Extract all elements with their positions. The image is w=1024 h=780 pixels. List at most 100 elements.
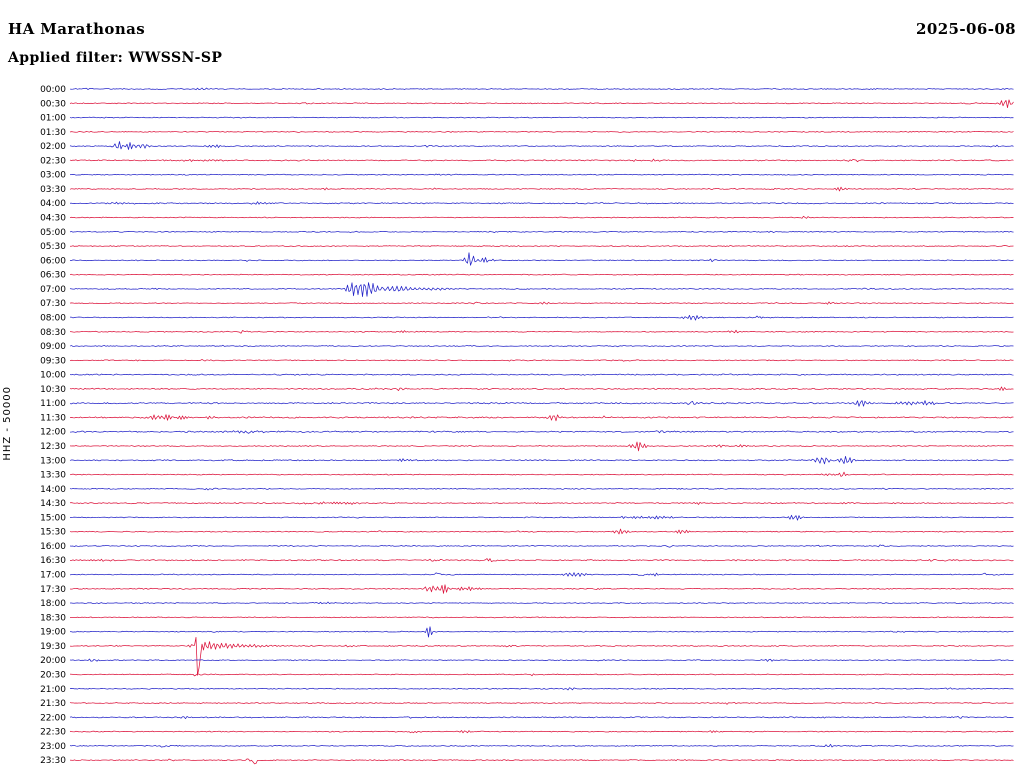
- time-label: 14:30: [40, 499, 66, 509]
- seismogram-trace: [69, 658, 1014, 662]
- time-label: 19:30: [40, 642, 66, 652]
- seismogram-trace: [69, 673, 1014, 677]
- seismogram-trace: [69, 186, 1014, 192]
- time-label: 06:30: [40, 271, 66, 281]
- filter-label: Applied filter: WWSSN-SP: [8, 50, 223, 66]
- time-label: 18:00: [40, 599, 66, 609]
- time-label: 08:30: [40, 328, 66, 338]
- time-label: 02:30: [40, 156, 66, 166]
- seismogram-trace: [69, 116, 1014, 119]
- time-label: 05:30: [40, 242, 66, 252]
- time-label: 15:00: [40, 513, 66, 523]
- time-label: 11:30: [40, 413, 66, 423]
- seismogram-trace: [69, 514, 1014, 521]
- seismogram-trace: [69, 471, 1014, 477]
- time-label: 03:00: [40, 171, 66, 181]
- seismogram-trace: [69, 743, 1014, 748]
- seismogram-trace: [69, 245, 1014, 247]
- time-label: 06:00: [40, 256, 66, 266]
- time-label: 02:00: [40, 142, 66, 152]
- time-label: 03:30: [40, 185, 66, 195]
- seismogram-trace: [69, 141, 1014, 150]
- seismogram-trace: [69, 528, 1014, 535]
- time-label: 11:00: [40, 399, 66, 409]
- seismogram-trace: [69, 215, 1014, 219]
- time-label: 21:00: [40, 685, 66, 695]
- time-label: 10:00: [40, 371, 66, 381]
- seismogram-trace: [69, 584, 1014, 594]
- seismogram-trace: [69, 230, 1014, 234]
- time-label: 17:00: [40, 571, 66, 581]
- seismogram-trace: [69, 501, 1014, 505]
- seismogram-trace: [69, 572, 1014, 577]
- time-label: 16:00: [40, 542, 66, 552]
- time-label: 01:00: [40, 114, 66, 124]
- seismogram-trace: [69, 386, 1014, 391]
- seismogram-trace: [69, 637, 1014, 676]
- time-label: 00:00: [40, 85, 66, 95]
- seismogram-trace: [69, 400, 1014, 407]
- time-label: 23:30: [40, 756, 66, 766]
- seismogram-trace: [69, 687, 1014, 691]
- time-label: 17:30: [40, 585, 66, 595]
- time-label: 01:30: [40, 128, 66, 138]
- time-label: 07:30: [40, 299, 66, 309]
- seismogram-trace: [69, 87, 1014, 91]
- time-label: 12:00: [40, 428, 66, 438]
- seismogram-trace: [69, 282, 1014, 297]
- seismogram-trace: [69, 158, 1014, 163]
- time-label: 13:30: [40, 471, 66, 481]
- seismogram-trace: [69, 344, 1014, 348]
- time-label: 04:00: [40, 199, 66, 209]
- seismogram-trace: [69, 273, 1014, 276]
- time-label: 04:30: [40, 214, 66, 224]
- time-label: 10:30: [40, 385, 66, 395]
- seismogram-trace: [69, 441, 1014, 452]
- seismogram-trace: [69, 414, 1014, 422]
- time-label: 20:30: [40, 671, 66, 681]
- seismogram-trace: [69, 701, 1014, 705]
- time-label: 22:30: [40, 728, 66, 738]
- time-label: 09:30: [40, 356, 66, 366]
- seismogram-trace: [69, 716, 1014, 720]
- time-label: 13:00: [40, 456, 66, 466]
- time-label: 12:30: [40, 442, 66, 452]
- seismogram-trace: [69, 455, 1014, 465]
- time-label: 08:00: [40, 314, 66, 324]
- station-name: HA Marathonas: [8, 20, 146, 38]
- seismogram-trace: [69, 130, 1014, 133]
- time-label: 00:30: [40, 99, 66, 109]
- seismogram-trace: [69, 544, 1014, 548]
- seismogram-trace: [69, 301, 1014, 305]
- seismogram-trace: [69, 329, 1014, 334]
- seismogram-trace: [69, 758, 1014, 765]
- time-label: 19:00: [40, 628, 66, 638]
- time-label: 09:00: [40, 342, 66, 352]
- seismogram-trace: [69, 626, 1014, 638]
- time-label: 14:00: [40, 485, 66, 495]
- seismogram-trace: [69, 359, 1014, 362]
- seismogram-trace: [69, 173, 1014, 176]
- time-label: 22:00: [40, 713, 66, 723]
- seismogram-trace: [69, 314, 1014, 321]
- seismogram-trace: [69, 99, 1014, 109]
- time-label: 21:30: [40, 699, 66, 709]
- time-label: 05:00: [40, 228, 66, 238]
- date-label: 2025-06-08: [916, 20, 1016, 38]
- seismogram-trace: [69, 373, 1014, 376]
- time-label: 07:00: [40, 285, 66, 295]
- seismogram-trace: [69, 201, 1014, 205]
- seismogram-trace: [69, 730, 1014, 734]
- seismogram-trace: [69, 430, 1014, 434]
- seismogram-trace: [69, 601, 1014, 605]
- seismogram-trace: [69, 558, 1014, 563]
- time-label: 15:30: [40, 528, 66, 538]
- time-label: 23:00: [40, 742, 66, 752]
- time-label: 20:00: [40, 656, 66, 666]
- seismogram-trace: [69, 616, 1014, 619]
- seismogram-trace: [69, 252, 1014, 266]
- time-label: 16:30: [40, 556, 66, 566]
- time-label: 18:30: [40, 613, 66, 623]
